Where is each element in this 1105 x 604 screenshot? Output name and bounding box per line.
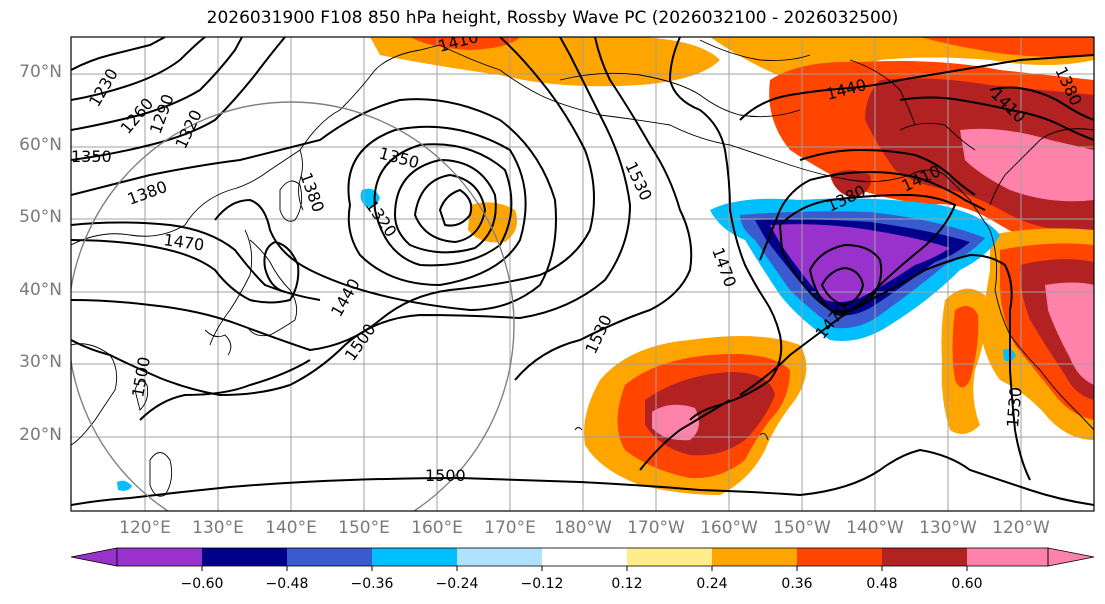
lat-label: 70°N (19, 62, 62, 82)
colorbar-tick-label: −0.36 (350, 576, 394, 592)
colorbar-swatch (457, 548, 542, 566)
contour-label: 1530 (1003, 386, 1025, 428)
height-contours (71, 37, 1094, 506)
lon-label: 120°W (992, 518, 1050, 538)
colorbar-swatch (797, 548, 882, 566)
colorbar-extend-low (70, 547, 118, 567)
map-title: 2026031900 F108 850 hPa height, Rossby W… (206, 8, 899, 28)
lon-label: 160°W (700, 518, 758, 538)
lon-label: 140°W (846, 518, 904, 538)
lat-label: 20°N (19, 425, 62, 445)
positive-anomaly-us-west (941, 228, 1094, 440)
lat-label: 40°N (19, 280, 62, 300)
lon-label: 150°W (773, 518, 831, 538)
colorbar-tick-label: 0.24 (696, 576, 728, 592)
colorbar (70, 547, 1095, 571)
colorbar-tick-label: 0.48 (866, 576, 898, 592)
contour-label: 1350 (71, 147, 112, 166)
colorbar-tick-label: −0.24 (435, 576, 479, 592)
lat-label: 60°N (19, 135, 62, 155)
colorbar-tick-label: 0.12 (611, 576, 643, 592)
colorbar-tick-label: −0.12 (520, 576, 564, 592)
lon-label: 160°E (411, 518, 463, 538)
colorbar-tick-label: −0.48 (265, 576, 309, 592)
lat-label: 50°N (19, 207, 62, 227)
lon-label: 170°E (484, 518, 536, 538)
colorbar-extend-high (1047, 547, 1095, 567)
range-ring (71, 101, 515, 511)
colorbar-frame (116, 547, 1049, 567)
negative-anomaly-northeast-pacific (710, 198, 1000, 341)
plot-frame (70, 36, 1095, 512)
lon-label: 150°E (338, 518, 390, 538)
colorbar-tick-label: −0.60 (180, 576, 224, 592)
contour-label: 1500 (425, 466, 466, 485)
lon-label: 120°E (119, 518, 171, 538)
colorbar-swatch (202, 548, 287, 566)
lat-label: 30°N (19, 352, 62, 372)
colorbar-swatch (712, 548, 797, 566)
lon-label: 130°E (192, 518, 244, 538)
lon-label: 140°E (265, 518, 317, 538)
lon-label: 130°W (919, 518, 977, 538)
colorbar-swatch (882, 548, 967, 566)
colorbar-tick-label: 0.36 (781, 576, 813, 592)
colorbar-swatch (117, 548, 202, 566)
colorbar-swatch (287, 548, 372, 566)
colorbar-swatch (372, 548, 457, 566)
lon-label: 180°W (554, 518, 612, 538)
colorbar-swatch (627, 548, 712, 566)
positive-anomaly-kuril (468, 202, 518, 243)
colorbar-swatch (542, 548, 627, 566)
colorbar-swatch (967, 548, 1048, 566)
graticule (71, 37, 1094, 511)
lon-label: 170°W (627, 518, 685, 538)
coastlines (71, 39, 1094, 497)
colorbar-tick-label: 0.60 (951, 576, 983, 592)
